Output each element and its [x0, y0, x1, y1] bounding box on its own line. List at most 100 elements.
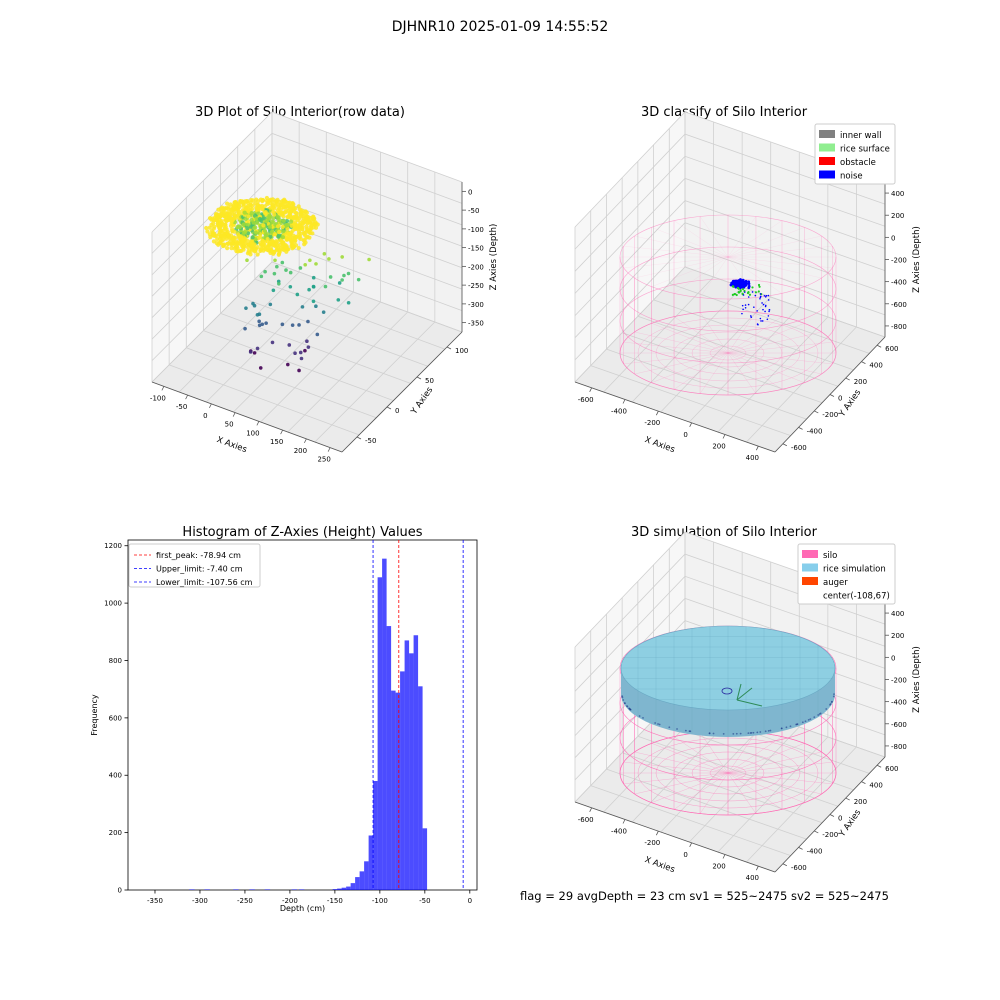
histogram-bar	[249, 889, 255, 890]
z-tick-label: -150	[468, 245, 484, 253]
data-point	[340, 278, 344, 282]
data-point	[307, 287, 311, 292]
data-point	[297, 323, 301, 327]
data-point	[222, 210, 227, 215]
data-point	[257, 319, 261, 324]
data-point	[367, 257, 371, 262]
data-point	[284, 249, 289, 254]
data-point	[311, 284, 316, 289]
silo-floor-spoke	[727, 732, 757, 774]
y-axis-label: Y Axies	[409, 385, 436, 417]
y-tick	[845, 797, 850, 801]
data-point	[270, 340, 275, 345]
silo-wall-top-spoke	[727, 220, 783, 258]
x-tick	[327, 447, 331, 452]
grid-line	[631, 286, 743, 403]
y-tick	[876, 764, 882, 768]
rice-surface-point	[754, 291, 758, 294]
silo-wall-top-spoke	[727, 256, 822, 279]
panel-simulation-3d: 3D simulation of Silo Interior -600 -400 -2…	[574, 525, 922, 882]
x-tick	[755, 445, 759, 451]
data-point	[277, 229, 282, 235]
z-tick-label: 400	[891, 190, 904, 198]
data-point	[219, 233, 224, 238]
data-point	[303, 230, 309, 235]
y-axis-label: Y Axies	[837, 387, 864, 419]
silo-wall-floor-spoke	[727, 352, 805, 383]
rice-edge-point	[739, 732, 742, 735]
rice-surface-point	[732, 285, 735, 288]
rice-surface-point	[758, 285, 761, 288]
rice-edge-point	[622, 699, 625, 701]
noise-point	[749, 315, 752, 317]
y-tick-label: 200	[109, 829, 122, 837]
x-tick-label: 150	[270, 438, 283, 446]
data-point	[292, 220, 298, 225]
x-tick	[622, 399, 626, 404]
z-axis-label: Z Axies (Depth)	[489, 224, 499, 291]
rice-surface-point	[741, 287, 745, 291]
legend-label: center(-108,67)	[823, 592, 890, 602]
silo-floor-spoke	[623, 761, 729, 774]
data-point	[299, 356, 304, 361]
data-point	[259, 274, 264, 279]
data-point	[223, 222, 228, 227]
rice-edge-point	[769, 729, 772, 732]
noise-point	[747, 303, 750, 306]
data-point	[280, 224, 285, 230]
rice-edge-point	[756, 731, 759, 734]
silo-wall-floor-spoke	[651, 323, 729, 354]
data-point	[204, 225, 209, 231]
y-tick-label: 100	[455, 347, 468, 355]
auger-line	[736, 683, 742, 701]
y-tick	[829, 814, 835, 817]
data-point	[323, 284, 328, 289]
data-point	[304, 224, 309, 229]
grid-line	[660, 716, 772, 833]
data-point	[337, 281, 342, 285]
data-point	[234, 249, 239, 254]
x-tick-label: -200	[644, 839, 660, 847]
grid-line	[151, 111, 463, 233]
data-point	[225, 246, 230, 251]
data-point	[292, 209, 297, 214]
noise-point	[742, 308, 744, 311]
data-point	[209, 222, 214, 227]
data-point	[268, 205, 273, 210]
silo-floor-spoke	[727, 772, 822, 795]
data-point	[248, 350, 253, 354]
histogram-bar	[422, 828, 428, 890]
data-point	[234, 240, 240, 246]
x-tick-label: 400	[746, 874, 759, 882]
silo-wall-ring	[619, 278, 837, 364]
data-point	[210, 232, 216, 237]
grid-line	[260, 301, 381, 423]
data-point	[257, 216, 263, 222]
y-tick-label: 800	[109, 657, 122, 665]
legend-label: Lower_limit: -107.56 cm	[156, 578, 253, 587]
data-point	[268, 234, 273, 239]
data-point	[299, 214, 304, 219]
noise-point	[743, 291, 746, 293]
legend-swatch	[819, 130, 835, 138]
silo-wall-ring	[619, 246, 837, 332]
data-point	[311, 299, 316, 304]
data-point	[237, 224, 242, 229]
silo-wall-top-spoke	[727, 216, 757, 258]
legend-label: Upper_limit: -7.40 cm	[156, 565, 243, 574]
x-tick-label: 100	[246, 429, 259, 437]
x-tick-label: -100	[150, 394, 166, 402]
data-point	[284, 203, 289, 209]
silo-wall-floor-spoke	[727, 331, 822, 354]
noise-point	[756, 323, 759, 325]
data-point	[272, 232, 277, 237]
silo-wall-floor-spoke	[727, 352, 783, 390]
silo-wall-floor-ring	[691, 338, 765, 368]
histogram-bar	[264, 889, 271, 890]
rice-surface-point	[739, 289, 742, 292]
y-tick	[814, 830, 819, 834]
data-point	[261, 223, 266, 228]
histogram-bar	[382, 558, 387, 890]
x-tick-label: 0	[683, 431, 687, 439]
data-point	[229, 246, 234, 251]
